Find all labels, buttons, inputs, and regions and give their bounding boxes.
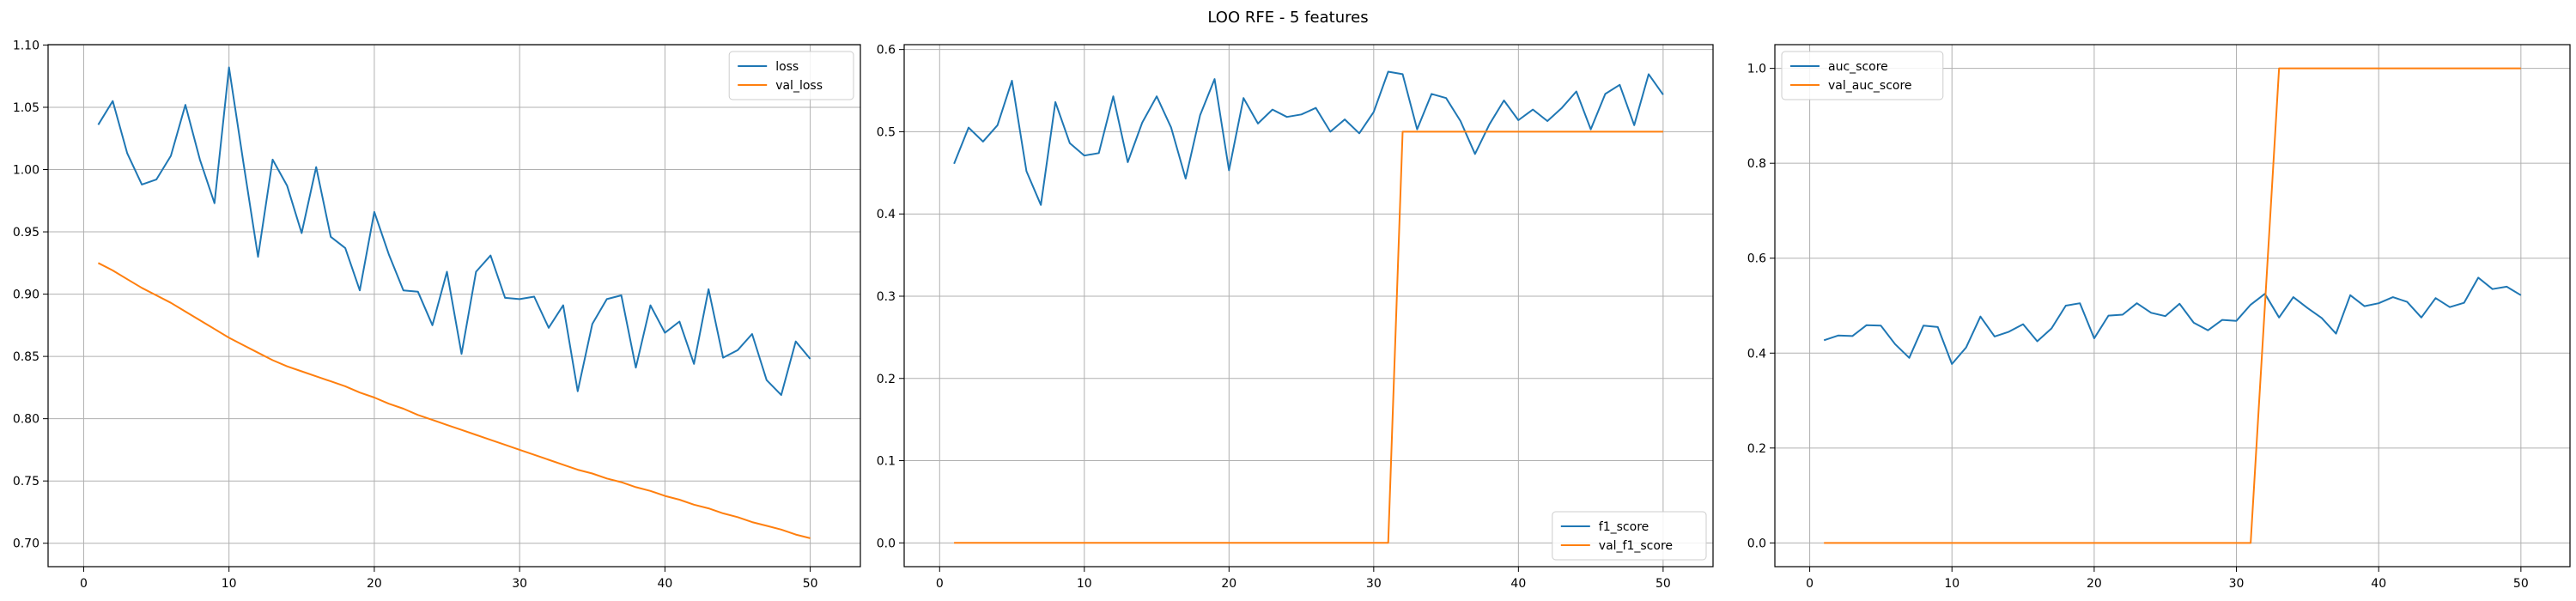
legend-label-val_loss: val_loss xyxy=(775,79,823,93)
x-tick-label: 30 xyxy=(512,577,527,591)
series-line-auc_score xyxy=(1823,276,2522,365)
legend-label-val_auc_score: val_auc_score xyxy=(1828,79,1912,93)
x-tick-label: 0 xyxy=(80,577,88,591)
legend: loss val_loss xyxy=(728,51,854,100)
y-tick-label: 1.00 xyxy=(13,164,39,178)
x-tick-label: 10 xyxy=(1944,577,1959,591)
legend-label-val_f1_score: val_f1_score xyxy=(1599,539,1673,553)
y-tick-label: 0.85 xyxy=(13,350,39,364)
x-tick-label: 50 xyxy=(2513,577,2529,591)
y-tick-label: 0.6 xyxy=(877,44,896,58)
x-tick-label: 30 xyxy=(1366,577,1382,591)
y-tick-label: 0.0 xyxy=(877,537,896,550)
series-line-f1_score xyxy=(953,70,1664,206)
axes-frame xyxy=(47,44,861,568)
subplot-2: 0 10 20 30 40 50 0.0 0.1 0.2 0.3 0.4 0.5 0.6 f1_score… xyxy=(877,44,1714,591)
legend-box xyxy=(1781,51,1944,100)
x-tick-label: 0 xyxy=(1806,577,1814,591)
x-tick-label: 0 xyxy=(936,577,944,591)
figure-title: LOO RFE - 5 features xyxy=(1207,9,1369,27)
y-tick-label: 0.75 xyxy=(13,475,39,489)
x-tick-label: 40 xyxy=(657,577,672,591)
series-line-val_auc_score xyxy=(1824,67,2521,544)
legend-label-auc_score: auc_score xyxy=(1828,60,1888,74)
y-tick-label: 0.1 xyxy=(877,455,896,469)
series-line-val_f1_score xyxy=(954,131,1663,544)
y-tick-label: 0.3 xyxy=(877,290,896,304)
y-tick-label: 0.4 xyxy=(1747,347,1766,361)
y-tick-label: 0.80 xyxy=(13,413,39,427)
x-tick-label: 10 xyxy=(1077,577,1092,591)
legend-box xyxy=(728,51,854,100)
x-tick-label: 30 xyxy=(2229,577,2245,591)
axes-frame xyxy=(1774,44,2571,568)
x-tick-label: 20 xyxy=(367,577,382,591)
y-tick-label: 0.2 xyxy=(877,373,896,386)
x-tick-label: 20 xyxy=(2087,577,2102,591)
y-tick-label: 0.0 xyxy=(1747,537,1766,550)
x-tick-label: 50 xyxy=(803,577,818,591)
y-tick-label: 0.95 xyxy=(13,226,39,240)
x-tick-label: 50 xyxy=(1656,577,1671,591)
legend-label-f1_score: f1_score xyxy=(1599,520,1649,534)
subplot-1: 0 10 20 30 40 50 0.70 0.75 0.80 0.85 0.90 0.95 1.00 1… xyxy=(13,39,861,591)
legend-label-loss: loss xyxy=(775,60,799,74)
y-tick-label: 0.8 xyxy=(1747,157,1766,171)
y-tick-label: 0.6 xyxy=(1747,252,1766,266)
y-tick-label: 1.0 xyxy=(1747,63,1766,76)
x-tick-label: 20 xyxy=(1221,577,1236,591)
legend: auc_score val_auc_score xyxy=(1781,51,1944,100)
y-tick-label: 0.4 xyxy=(877,208,896,222)
series-line-val_loss xyxy=(97,262,811,539)
axes-frame xyxy=(903,44,1714,568)
y-tick-label: 0.2 xyxy=(1747,442,1766,456)
y-tick-label: 0.90 xyxy=(13,288,39,302)
y-tick-label: 1.05 xyxy=(13,101,39,115)
y-tick-label: 1.10 xyxy=(13,39,39,52)
x-tick-label: 10 xyxy=(222,577,237,591)
x-tick-label: 40 xyxy=(2371,577,2386,591)
y-tick-label: 0.70 xyxy=(13,537,39,551)
legend: f1_score val_f1_score xyxy=(1552,511,1707,561)
subplot-3: 0 10 20 30 40 50 0.0 0.2 0.4 0.6 0.8 1.0 auc_scoreva… xyxy=(1747,44,2571,591)
x-tick-label: 40 xyxy=(1510,577,1526,591)
legend-box xyxy=(1552,511,1707,561)
y-tick-label: 0.5 xyxy=(877,125,896,139)
series-line-loss xyxy=(97,66,811,397)
